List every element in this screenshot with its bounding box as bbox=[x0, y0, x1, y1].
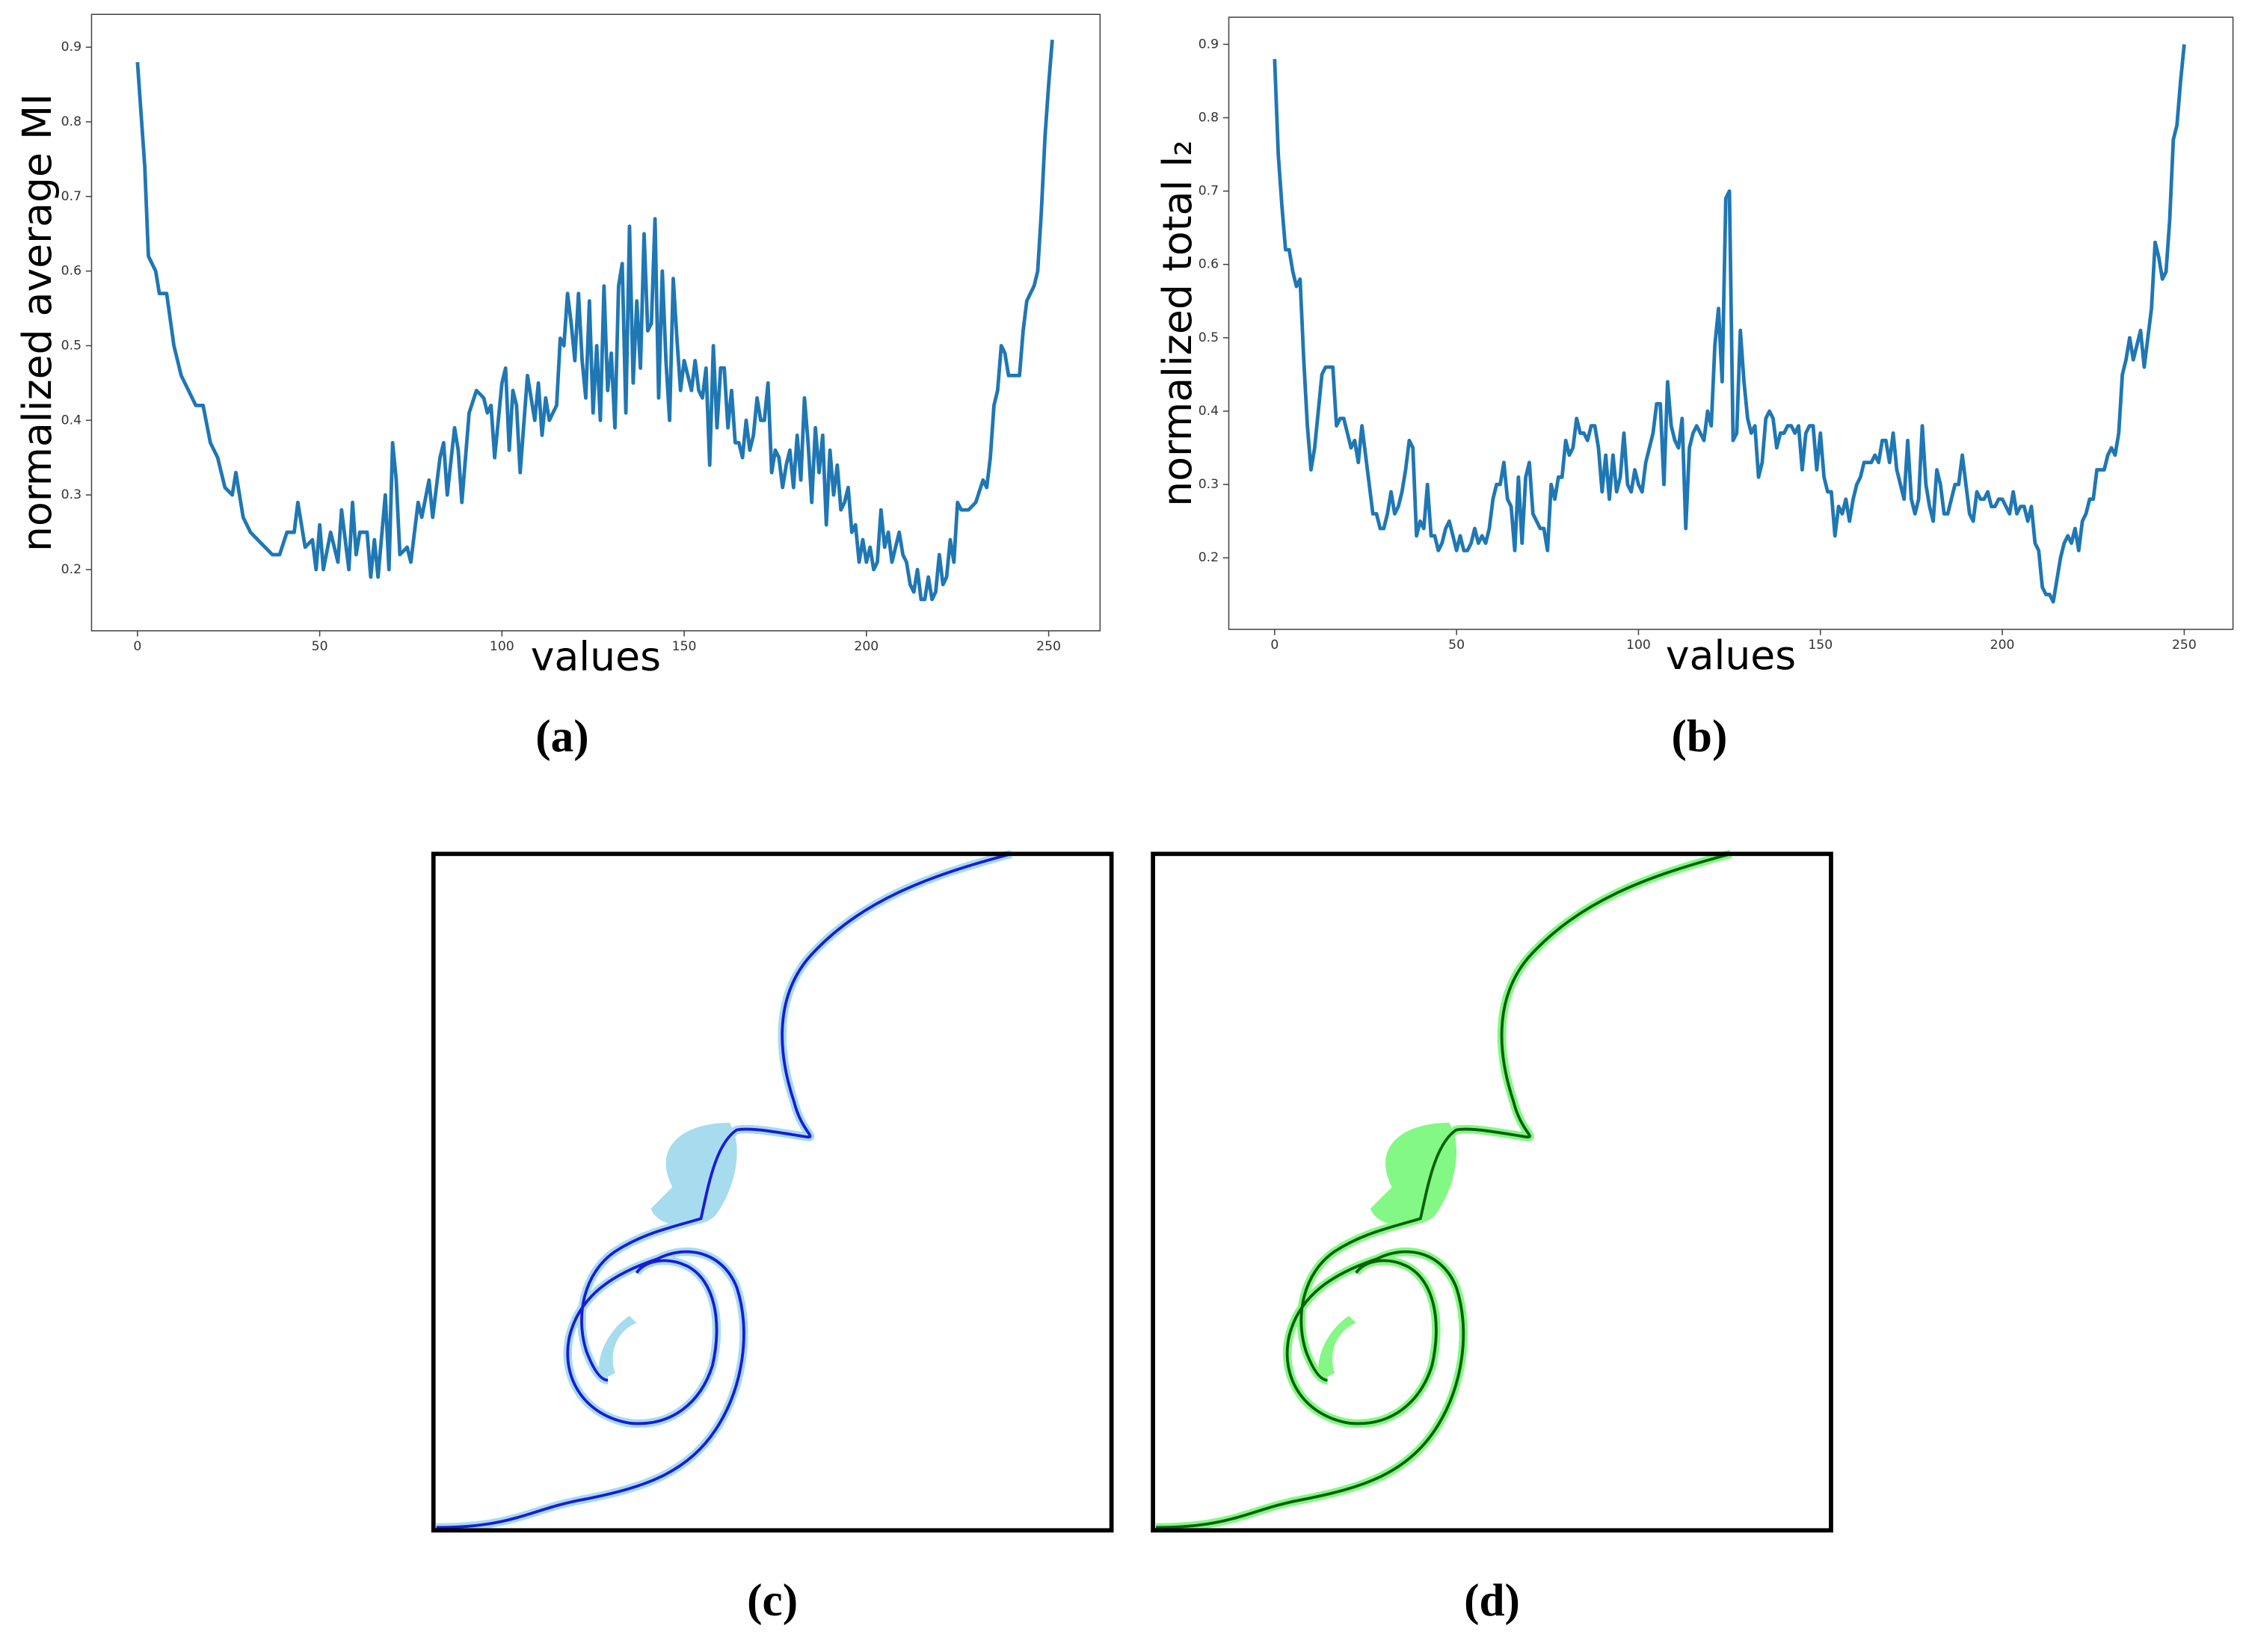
x-axis-label: values bbox=[531, 633, 661, 680]
x-axis-label: values bbox=[1666, 632, 1796, 679]
y-tick-label: 0.2 bbox=[1199, 550, 1219, 565]
y-tick-label: 0.3 bbox=[1199, 477, 1219, 492]
y-tick-label: 0.4 bbox=[61, 413, 81, 428]
x-tick-label: 250 bbox=[1036, 639, 1061, 654]
x-tick-label: 0 bbox=[1270, 638, 1279, 653]
plot-frame bbox=[90, 13, 1101, 632]
frame bbox=[1151, 851, 1833, 1533]
y-tick-label: 0.8 bbox=[1199, 110, 1219, 125]
panel-c bbox=[431, 851, 1114, 1533]
y-tick-label: 0.8 bbox=[61, 114, 81, 129]
caption: (a) bbox=[535, 711, 588, 762]
y-tick-label: 0.5 bbox=[61, 338, 81, 353]
y-tick-label: 0.6 bbox=[61, 264, 81, 279]
x-tick-label: 0 bbox=[133, 639, 141, 654]
x-tick-label: 250 bbox=[2172, 638, 2197, 653]
y-tick-label: 0.6 bbox=[1199, 257, 1219, 272]
caption: (d) bbox=[1464, 1575, 1520, 1626]
caption: (c) bbox=[747, 1575, 798, 1626]
y-axis-label: normalized total l₂ bbox=[1154, 140, 1201, 507]
x-tick-label: 150 bbox=[1808, 638, 1833, 653]
y-tick-label: 0.9 bbox=[61, 40, 81, 55]
x-tick-label: 200 bbox=[1990, 638, 2015, 653]
frame bbox=[431, 851, 1114, 1533]
panel-d bbox=[1151, 851, 1833, 1533]
y-tick-label: 0.3 bbox=[61, 487, 81, 502]
caption: (b) bbox=[1672, 711, 1728, 762]
plot-frame bbox=[1228, 16, 2234, 630]
data-line bbox=[135, 39, 1054, 602]
x-tick-label: 200 bbox=[854, 639, 879, 654]
y-axis-label: normalized average MI bbox=[13, 93, 61, 552]
x-tick-label: 50 bbox=[312, 639, 328, 654]
y-tick-label: 0.4 bbox=[1199, 404, 1219, 419]
x-tick-label: 50 bbox=[1448, 638, 1465, 653]
y-tick-label: 0.9 bbox=[1199, 37, 1219, 52]
x-tick-label: 100 bbox=[1626, 638, 1651, 653]
y-tick-label: 0.5 bbox=[1199, 330, 1219, 345]
x-tick-label: 100 bbox=[490, 639, 514, 654]
y-tick-label: 0.7 bbox=[61, 189, 81, 204]
y-tick-label: 0.2 bbox=[61, 562, 81, 577]
x-tick-label: 150 bbox=[672, 639, 697, 654]
data-line bbox=[1273, 44, 2186, 604]
y-tick-label: 0.7 bbox=[1199, 184, 1219, 199]
